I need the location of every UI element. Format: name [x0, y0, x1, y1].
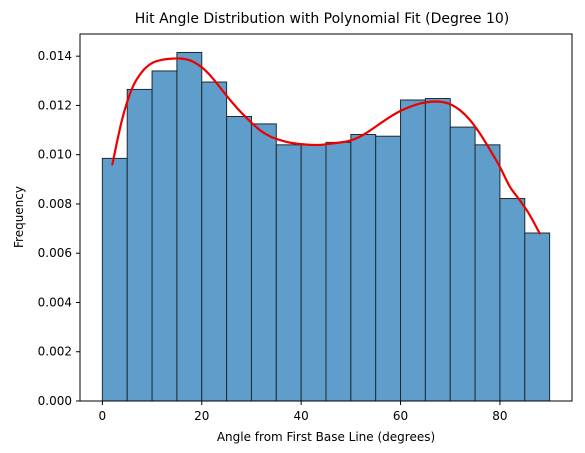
- y-tick-label-3: 0.006: [38, 246, 72, 260]
- x-tick-label-3: 60: [393, 409, 408, 423]
- x-tick-label-1: 20: [194, 409, 209, 423]
- histogram-bar-2: [151, 70, 178, 402]
- histogram-bar-4: [201, 81, 228, 402]
- histogram-bar-5: [226, 116, 252, 402]
- y-tick-label-4: 0.008: [38, 197, 72, 211]
- histogram-bar-14: [449, 126, 476, 402]
- x-tick-label-4: 80: [492, 409, 507, 423]
- ticks-layer: 0 20 40 60 80 0.000 0.002 0.004 0.006 0.008 0.010 0…: [38, 49, 508, 423]
- y-tick-label-5: 0.010: [38, 148, 72, 162]
- histogram-bar-16: [499, 198, 526, 402]
- chart-title: Hit Angle Distribution with Polynomial F…: [135, 11, 510, 27]
- histogram-bar-13: [424, 98, 451, 402]
- y-tick-label-2: 0.004: [38, 295, 72, 309]
- axes-layer: [79, 33, 573, 402]
- plot-frame: [79, 33, 573, 402]
- histogram-bar-10: [350, 133, 377, 402]
- histogram-bar-0: [101, 157, 128, 402]
- x-tick-label-2: 40: [294, 409, 309, 423]
- histogram-bar-1: [126, 88, 153, 402]
- y-tick-label-0: 0.000: [38, 394, 72, 408]
- histogram-bar-11: [375, 135, 402, 402]
- y-tick-label-7: 0.014: [38, 49, 72, 63]
- histogram-bar-15: [474, 144, 501, 402]
- histogram-bar-12: [400, 99, 426, 402]
- histogram-bar-17: [524, 232, 551, 402]
- y-tick-label-1: 0.002: [38, 345, 72, 359]
- x-axis-title: Angle from First Base Line (degrees): [217, 430, 435, 444]
- histogram-bar-8: [300, 144, 327, 402]
- fit-layer: [111, 57, 541, 235]
- histogram-bar-7: [275, 144, 302, 402]
- histogram-bar-3: [176, 51, 203, 402]
- y-tick-label-6: 0.012: [38, 98, 72, 112]
- histogram-bar-9: [325, 141, 352, 402]
- x-tick-label-0: 0: [99, 409, 107, 423]
- polynomial-fit-line: [111, 57, 541, 235]
- histogram-bar-6: [250, 123, 277, 402]
- bars-layer: [101, 51, 551, 402]
- y-axis-title: Frequency: [12, 186, 26, 248]
